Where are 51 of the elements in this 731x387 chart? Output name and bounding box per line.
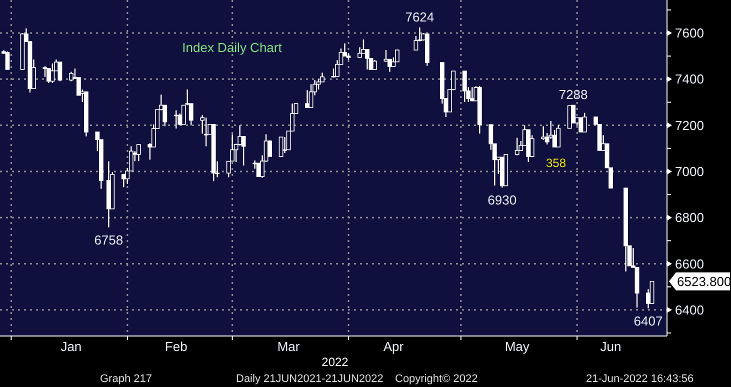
candlestick <box>238 124 242 146</box>
candlestick <box>365 48 370 70</box>
candlestick <box>514 137 520 156</box>
text: 21-Jun-2022 16:43:56 <box>586 373 694 385</box>
y-tick-label: 7600 <box>675 26 704 40</box>
candlestick <box>462 70 467 103</box>
text: 2022 <box>322 355 349 369</box>
x-tick-label: Jun <box>600 339 622 354</box>
x-tick-label: May <box>504 339 530 354</box>
candlestick <box>42 66 48 78</box>
y-tick-label: 6800 <box>675 210 704 226</box>
candlestick <box>578 117 584 132</box>
candlestick <box>5 50 10 70</box>
candlestick <box>181 104 186 125</box>
caption: Graph 217 <box>100 373 152 385</box>
candlestick <box>556 124 561 148</box>
candlestick <box>50 62 55 84</box>
candlestick <box>256 162 261 177</box>
y-tick-label: 7200 <box>675 118 704 133</box>
annotation: 7624 <box>405 9 434 24</box>
candlestick <box>308 84 314 108</box>
y-tick-label: 6600 <box>675 256 704 272</box>
annotation: 6930 <box>488 192 517 208</box>
text: Index Daily Chart <box>182 40 282 55</box>
x-tick-label: Feb <box>164 339 188 354</box>
candlestick <box>582 112 587 133</box>
candlestick <box>68 71 74 82</box>
candlestick <box>58 61 62 82</box>
annotation: 7288 <box>558 87 588 102</box>
candlestick <box>305 90 310 108</box>
candlestick <box>268 140 272 158</box>
x-tick-label: Mar <box>277 339 300 354</box>
annotation: 6523.800 <box>677 274 731 289</box>
text: Copyright© 2022 <box>395 373 478 385</box>
candlestick <box>46 68 51 84</box>
candlestick <box>372 59 377 70</box>
candlestick <box>567 105 572 129</box>
annotation: 6407 <box>634 313 663 328</box>
y-tick-label: 7400 <box>675 72 704 87</box>
x-tick-label: Jan <box>60 339 82 354</box>
x-tick-label: Apr <box>383 339 404 354</box>
candlestick <box>278 136 284 157</box>
text: Daily 21JUN2021-21JUN2022 <box>236 373 384 385</box>
y-tick-label: 7000 <box>675 164 704 179</box>
candlestick <box>136 144 141 162</box>
annotation: 358 <box>546 156 566 170</box>
y-tick-label: 6400 <box>675 302 704 318</box>
candlestick <box>541 126 546 140</box>
candlestick <box>204 117 208 147</box>
candlestick <box>358 46 362 58</box>
annotation: 6758 <box>94 232 124 248</box>
